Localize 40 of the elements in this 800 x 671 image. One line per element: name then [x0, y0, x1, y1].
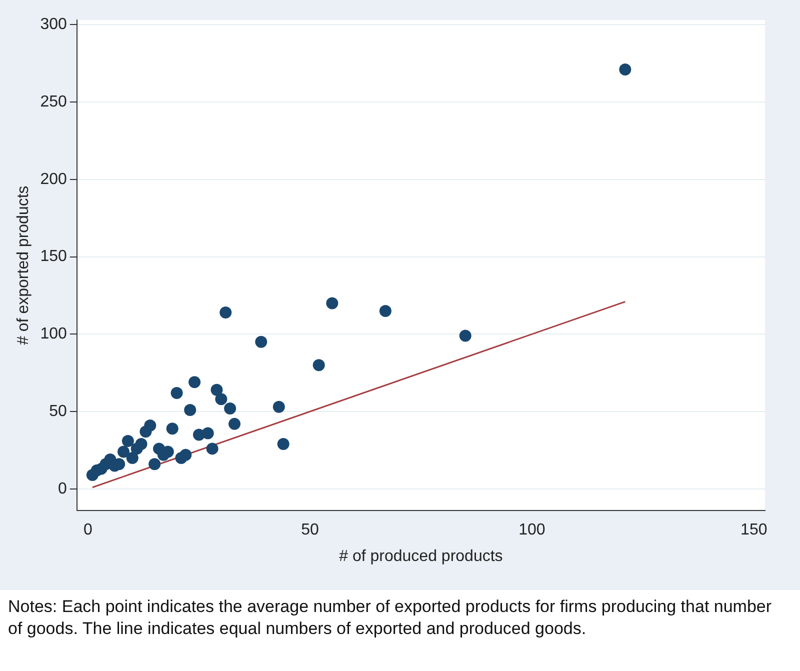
- point: [277, 438, 290, 450]
- y-tick-label: 0: [58, 480, 67, 498]
- y-tick-label: 50: [49, 402, 67, 420]
- point: [188, 376, 201, 388]
- point: [180, 448, 192, 461]
- point: [312, 359, 325, 372]
- point: [459, 330, 472, 342]
- y-tick-label: 100: [40, 326, 67, 343]
- x-tick-label: 0: [84, 522, 93, 539]
- point: [135, 438, 148, 450]
- y-tick-label: 300: [40, 16, 67, 34]
- point: [272, 400, 285, 413]
- x-tick-label: 50: [301, 522, 319, 539]
- point: [228, 418, 240, 430]
- point: [126, 452, 138, 464]
- point: [206, 442, 218, 455]
- point: [224, 402, 236, 414]
- x-tick-label: 100: [518, 522, 546, 539]
- point: [184, 404, 196, 416]
- point: [210, 384, 223, 396]
- point: [619, 64, 632, 76]
- point: [379, 304, 392, 317]
- point: [170, 386, 183, 399]
- y-axis-title: # of exported products: [15, 186, 32, 345]
- x-tick-label: 150: [740, 522, 768, 539]
- y-tick-label: 150: [40, 248, 67, 266]
- point: [118, 446, 130, 458]
- point: [148, 458, 161, 470]
- point: [144, 419, 156, 432]
- y-tick-label: 250: [40, 93, 67, 110]
- point: [215, 393, 228, 406]
- y-tick-label: 200: [40, 170, 67, 188]
- text: Notes: Each point indicates the average number of exported products for firms producing that number of goods. The line indicates equal numbers of exported and produced goods.: [8, 596, 773, 640]
- point: [166, 422, 178, 435]
- x-axis-title: # of produced products: [339, 548, 503, 565]
- point: [255, 336, 268, 348]
- point: [202, 427, 214, 440]
- point: [220, 306, 232, 319]
- point: [122, 434, 134, 447]
- point: [326, 297, 338, 310]
